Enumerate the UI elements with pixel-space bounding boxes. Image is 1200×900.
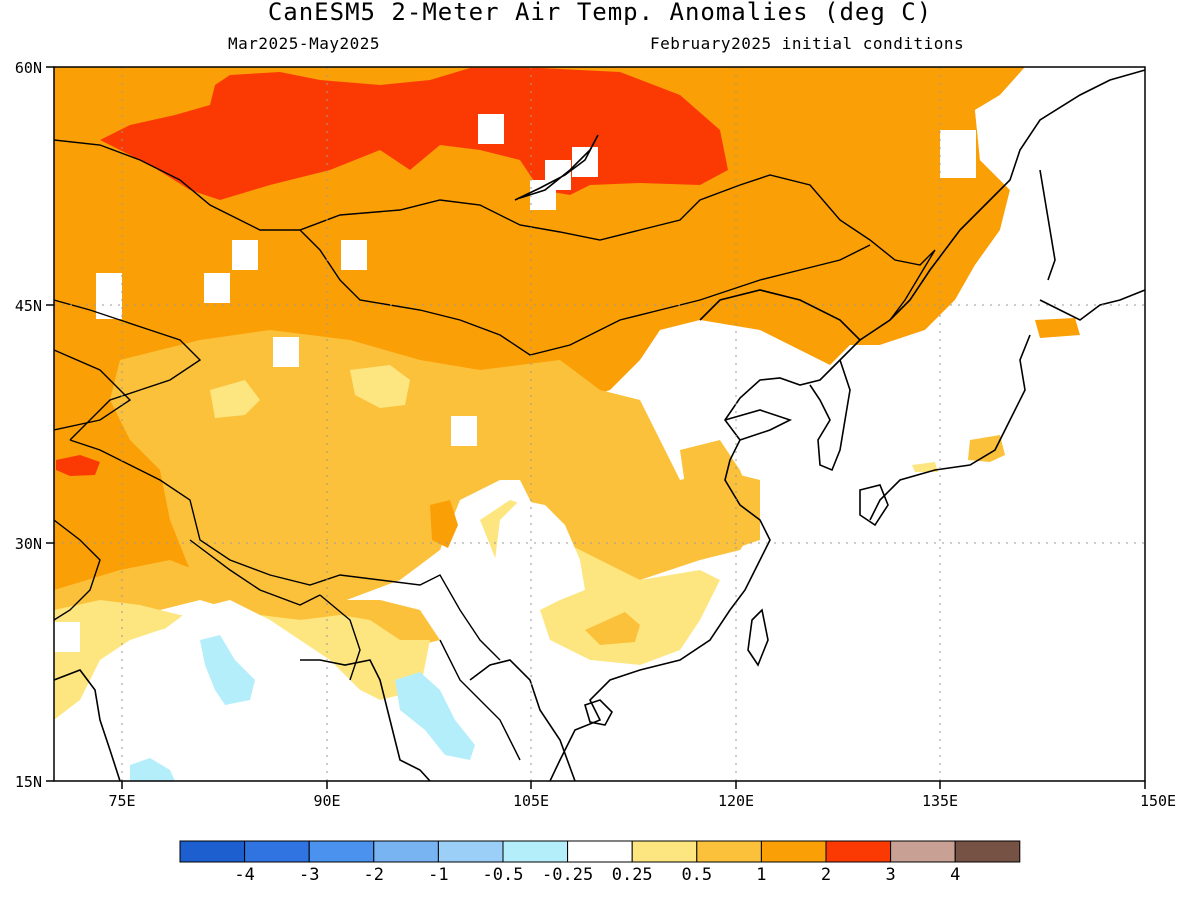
anomaly-spot-japan-3 bbox=[912, 462, 938, 472]
anomaly-spot-1-to-2-south-china bbox=[585, 612, 640, 645]
colorbar-swatch bbox=[760, 840, 827, 863]
coastline-hainan bbox=[584, 699, 613, 726]
coastline-taiwan bbox=[747, 608, 769, 667]
lon-label-150e: 150E bbox=[1140, 792, 1176, 810]
colorbar-label: -0.25 bbox=[542, 865, 593, 885]
anomaly-zone-0.5-to-1-interior bbox=[110, 330, 760, 610]
coastline-japan-hokkaido bbox=[1039, 289, 1145, 321]
lat-label-60n: 60N bbox=[15, 59, 42, 77]
coastline-japan-honshu bbox=[869, 334, 1031, 521]
colorbar-swatch bbox=[308, 840, 375, 863]
colorbar-swatch bbox=[825, 840, 892, 863]
coastline-lake-baikal bbox=[514, 134, 599, 201]
colorbar-label: -2 bbox=[364, 865, 384, 885]
lon-label-90e: 90E bbox=[313, 792, 340, 810]
lat-label-45n: 45N bbox=[15, 297, 42, 315]
border-thailand-laos bbox=[439, 639, 521, 761]
colorbar-label: -1 bbox=[428, 865, 448, 885]
anomaly-zone-0.25-to-0.5-plateau-2 bbox=[350, 365, 410, 408]
map-frame bbox=[53, 66, 1146, 782]
anomaly-zone-neutral-south-china bbox=[440, 500, 780, 781]
coastline-myanmar bbox=[300, 659, 431, 781]
colorbar-swatch bbox=[437, 840, 504, 863]
colorbar-swatch bbox=[696, 840, 762, 863]
border-mongolia-china bbox=[299, 229, 871, 356]
colorbar-label: -0.5 bbox=[483, 865, 524, 885]
anomaly-zone-neutral-japan-sea bbox=[700, 67, 1145, 781]
colorbar-swatch bbox=[890, 840, 956, 863]
lon-label-75e: 75E bbox=[108, 792, 135, 810]
colorbar: -4 -3 -2 -1 -0.5 -0.25 0.25 0.5 1 2 3 4 bbox=[179, 840, 1021, 885]
coastline-russia-far-east bbox=[859, 69, 1145, 341]
colorbar-swatch bbox=[567, 840, 633, 863]
border-pakistan-india bbox=[54, 519, 101, 621]
colorbar-label: 1 bbox=[756, 865, 766, 885]
lon-label-135e: 135E bbox=[922, 792, 958, 810]
border-india-myanmar bbox=[319, 594, 361, 681]
coastline-shandong bbox=[724, 409, 793, 441]
colorbar-swatch bbox=[373, 840, 439, 863]
anomaly-spot-2-to-3-west bbox=[56, 455, 100, 476]
anomaly-spot-1-to-2-central bbox=[430, 500, 458, 548]
lat-label-15n: 15N bbox=[15, 773, 42, 791]
border-russia-mongolia-china bbox=[54, 139, 936, 321]
border-china-central-asia bbox=[54, 299, 202, 441]
colorbar-label: 0.25 bbox=[612, 865, 653, 885]
border-india-nepal bbox=[189, 539, 321, 606]
anomaly-zone-negative-india bbox=[200, 635, 255, 705]
forecast-period: Mar2025-May2025 bbox=[228, 34, 380, 53]
anomaly-spot-japan-2 bbox=[1035, 318, 1080, 338]
colorbar-swatch bbox=[179, 840, 246, 863]
colorbar-swatch bbox=[631, 840, 698, 863]
anomaly-spot-japan-1 bbox=[968, 435, 1005, 462]
anomaly-zone-0.25-to-0.5-south bbox=[54, 600, 430, 720]
colorbar-label: 0.5 bbox=[681, 865, 712, 885]
colorbar-label: -4 bbox=[234, 865, 254, 885]
initial-conditions-label: February2025 initial conditions bbox=[650, 34, 965, 53]
gridlines bbox=[54, 67, 1145, 781]
lon-label-105e: 105E bbox=[513, 792, 549, 810]
colorbar-swatch bbox=[244, 840, 310, 863]
colorbar-swatch bbox=[502, 840, 569, 863]
tick-marks bbox=[46, 66, 1146, 789]
lon-label-120e: 120E bbox=[718, 792, 754, 810]
lake-masks bbox=[54, 114, 976, 652]
colorbar-label: 4 bbox=[950, 865, 960, 885]
anomaly-shading bbox=[54, 67, 1145, 781]
anomaly-zone-negative-sw bbox=[130, 758, 175, 781]
lat-label-30n: 30N bbox=[15, 535, 42, 553]
coastline-kyushu bbox=[859, 484, 889, 527]
anomaly-zone-negative-myanmar bbox=[395, 672, 475, 760]
coastline-bay-of-bengal bbox=[54, 669, 121, 781]
colorbar-label: 3 bbox=[885, 865, 895, 885]
colorbar-label: -3 bbox=[299, 865, 319, 885]
coastline-vietnam bbox=[469, 659, 576, 781]
coastline-korea bbox=[809, 359, 851, 472]
borders bbox=[54, 139, 936, 761]
colorbar-label: 2 bbox=[821, 865, 831, 885]
map-title: CanESM5 2-Meter Air Temp. Anomalies (deg… bbox=[267, 0, 933, 26]
border-china-south-asia bbox=[69, 439, 501, 661]
anomaly-zone-0.25-to-0.5-plateau-1 bbox=[210, 380, 260, 418]
coastline-sakhalin bbox=[1039, 169, 1056, 281]
colorbar-swatch bbox=[954, 840, 1021, 863]
coastlines bbox=[54, 69, 1145, 781]
border-kazakhstan bbox=[54, 349, 132, 431]
